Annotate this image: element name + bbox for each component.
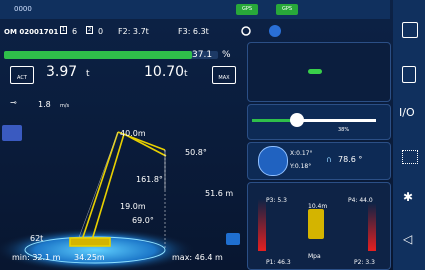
machine-id: OM 02001701: [4, 28, 58, 36]
level-y: Y:0.18°: [290, 163, 311, 170]
hook-icon: 2: [86, 26, 93, 34]
jib-length: 19.0m: [120, 202, 146, 211]
level-x: X:0.17°: [290, 150, 313, 157]
bluetooth-button[interactable]: ✱: [403, 190, 413, 204]
min-radius: min: 32.1 m: [12, 253, 61, 262]
p4: P4: 44.0: [348, 197, 373, 204]
height: 51.6 m: [205, 189, 233, 198]
status-icons: [240, 24, 290, 38]
counterweight: 62t: [30, 234, 43, 243]
crane-top-view: [308, 209, 324, 239]
sidebar: [393, 0, 425, 270]
level-gauge: [258, 146, 288, 176]
max-load: 10.70: [144, 64, 184, 80]
vehicle-marker: [308, 69, 322, 74]
f2-load: F2: 3.7t: [118, 27, 149, 36]
slider-knob[interactable]: [290, 113, 304, 127]
wind-speed: 1.8: [38, 100, 51, 109]
screen: 0000 GPS GPS OM 02001701 1 6 2 0 F2: 3.7…: [0, 0, 425, 270]
load-percent-unit: %: [222, 50, 231, 60]
p2: P2: 3.3: [354, 259, 375, 266]
max-load-unit: t: [184, 69, 188, 79]
actual-load: 3.97: [46, 64, 77, 80]
sound-button[interactable]: ◁: [403, 232, 412, 246]
map-panel: [247, 42, 391, 102]
slider-track: [296, 119, 376, 122]
wind-unit: m/s: [60, 103, 70, 109]
menu-button[interactable]: [402, 22, 418, 38]
status-bar: [0, 0, 390, 19]
max-icon: MAX: [212, 66, 236, 84]
document-button[interactable]: [402, 66, 416, 83]
hook-value: 6: [72, 27, 77, 36]
hook-value: 0: [98, 27, 103, 36]
actual-load-unit: t: [86, 69, 90, 79]
p3: P3: 5.3: [266, 197, 287, 204]
f3-load: F3: 6.3t: [178, 27, 209, 36]
boom-length: 40.0m: [120, 129, 146, 138]
slider-value: 38%: [338, 127, 349, 133]
crane-view: ⊸ 1.8 m/s 40.0m 50.8° 161.8° 51.6 m 19.0…: [0, 90, 245, 270]
io-button[interactable]: I/O: [399, 106, 415, 119]
hook-button: [226, 233, 240, 245]
gps-badge: GPS: [276, 4, 298, 15]
outrigger-bar: [368, 203, 376, 251]
outrigger-bar: [258, 199, 266, 251]
slider-panel: 38%: [247, 104, 391, 140]
max-radius: max: 46.4 m: [172, 253, 223, 262]
load-fill: [4, 51, 192, 59]
hook-icon: 1: [60, 26, 67, 34]
gps-badge: GPS: [236, 4, 258, 15]
boom-jib-angle: 161.8°: [136, 175, 163, 184]
heading: 78.6 °: [338, 155, 362, 164]
level-panel: X:0.17° Y:0.18° ∩ 78.6 °: [247, 142, 391, 180]
mode-icon: [2, 125, 22, 141]
boom-angle: 69.0°: [132, 216, 154, 225]
radius: 34.25m: [74, 253, 105, 262]
pressure-unit: Mpa: [308, 253, 321, 260]
span: 10.4m: [308, 203, 327, 210]
p1: P1: 46.3: [266, 259, 291, 266]
load-percent: 37.1: [192, 50, 212, 60]
counter: 0000: [14, 5, 32, 13]
outrigger-panel: P3: 5.3 10.4m P4: 44.0 Mpa P1: 46.3 P2: …: [247, 182, 391, 270]
wind-icon: ⊸: [10, 98, 17, 107]
jib-angle: 50.8°: [185, 148, 207, 157]
grid-button[interactable]: [402, 150, 418, 164]
heading-icon: ∩: [326, 155, 332, 164]
act-icon: ACT: [10, 66, 34, 84]
